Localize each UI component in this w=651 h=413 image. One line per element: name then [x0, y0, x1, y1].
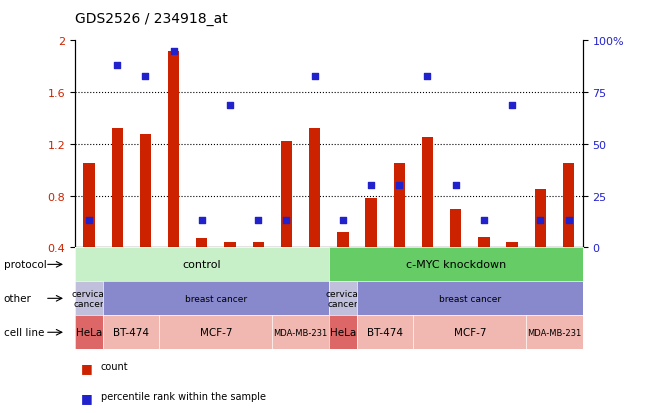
Point [84, 218, 94, 224]
Text: protocol: protocol [4, 260, 46, 270]
Bar [111, 129, 123, 248]
Text: MDA-MB-231: MDA-MB-231 [273, 328, 327, 337]
Point [338, 218, 348, 224]
Bar [450, 209, 462, 248]
Point [112, 63, 122, 69]
Text: breast cancer: breast cancer [439, 294, 501, 303]
Bar [337, 232, 348, 248]
Text: c-MYC knockdown: c-MYC knockdown [406, 260, 506, 270]
Point [507, 102, 518, 109]
Bar [196, 239, 208, 248]
Point [253, 218, 264, 224]
Text: percentile rank within the sample: percentile rank within the sample [101, 392, 266, 401]
Point [563, 218, 574, 224]
Bar [422, 138, 433, 248]
Bar [534, 190, 546, 248]
Bar [140, 134, 151, 248]
Point [140, 73, 150, 80]
Bar [168, 52, 179, 248]
Point [169, 48, 179, 55]
Text: MDA-MB-231: MDA-MB-231 [527, 328, 581, 337]
Text: HeLa: HeLa [330, 328, 356, 337]
Point [309, 73, 320, 80]
Text: BT-474: BT-474 [113, 328, 149, 337]
Text: breast cancer: breast cancer [185, 294, 247, 303]
Bar [563, 164, 574, 248]
Point [281, 218, 292, 224]
Point [225, 102, 235, 109]
Point [366, 183, 376, 189]
Bar [309, 129, 320, 248]
Text: count: count [101, 361, 128, 371]
Text: cervical
cancer: cervical cancer [325, 289, 361, 308]
Text: cervical
cancer: cervical cancer [71, 289, 107, 308]
Bar [253, 243, 264, 248]
Text: ■: ■ [81, 392, 93, 404]
Bar [394, 164, 405, 248]
Point [422, 73, 433, 80]
Text: ■: ■ [81, 361, 93, 374]
Bar [365, 199, 377, 248]
Point [394, 183, 404, 189]
Text: other: other [4, 294, 32, 304]
Text: cell line: cell line [4, 328, 44, 337]
Point [478, 218, 489, 224]
Text: BT-474: BT-474 [367, 328, 403, 337]
Text: MCF-7: MCF-7 [454, 328, 486, 337]
Point [535, 218, 546, 224]
Bar [281, 142, 292, 248]
Bar [83, 164, 94, 248]
Text: GDS2526 / 234918_at: GDS2526 / 234918_at [75, 12, 228, 26]
Text: HeLa: HeLa [76, 328, 102, 337]
Point [450, 183, 461, 189]
Bar [478, 237, 490, 248]
Bar [225, 243, 236, 248]
Bar [506, 243, 518, 248]
Text: control: control [182, 260, 221, 270]
Text: MCF-7: MCF-7 [200, 328, 232, 337]
Point [197, 218, 207, 224]
